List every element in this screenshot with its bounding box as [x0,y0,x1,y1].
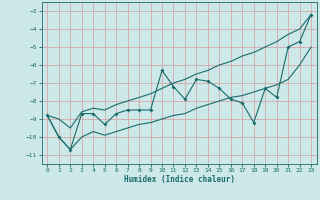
X-axis label: Humidex (Indice chaleur): Humidex (Indice chaleur) [124,175,235,184]
